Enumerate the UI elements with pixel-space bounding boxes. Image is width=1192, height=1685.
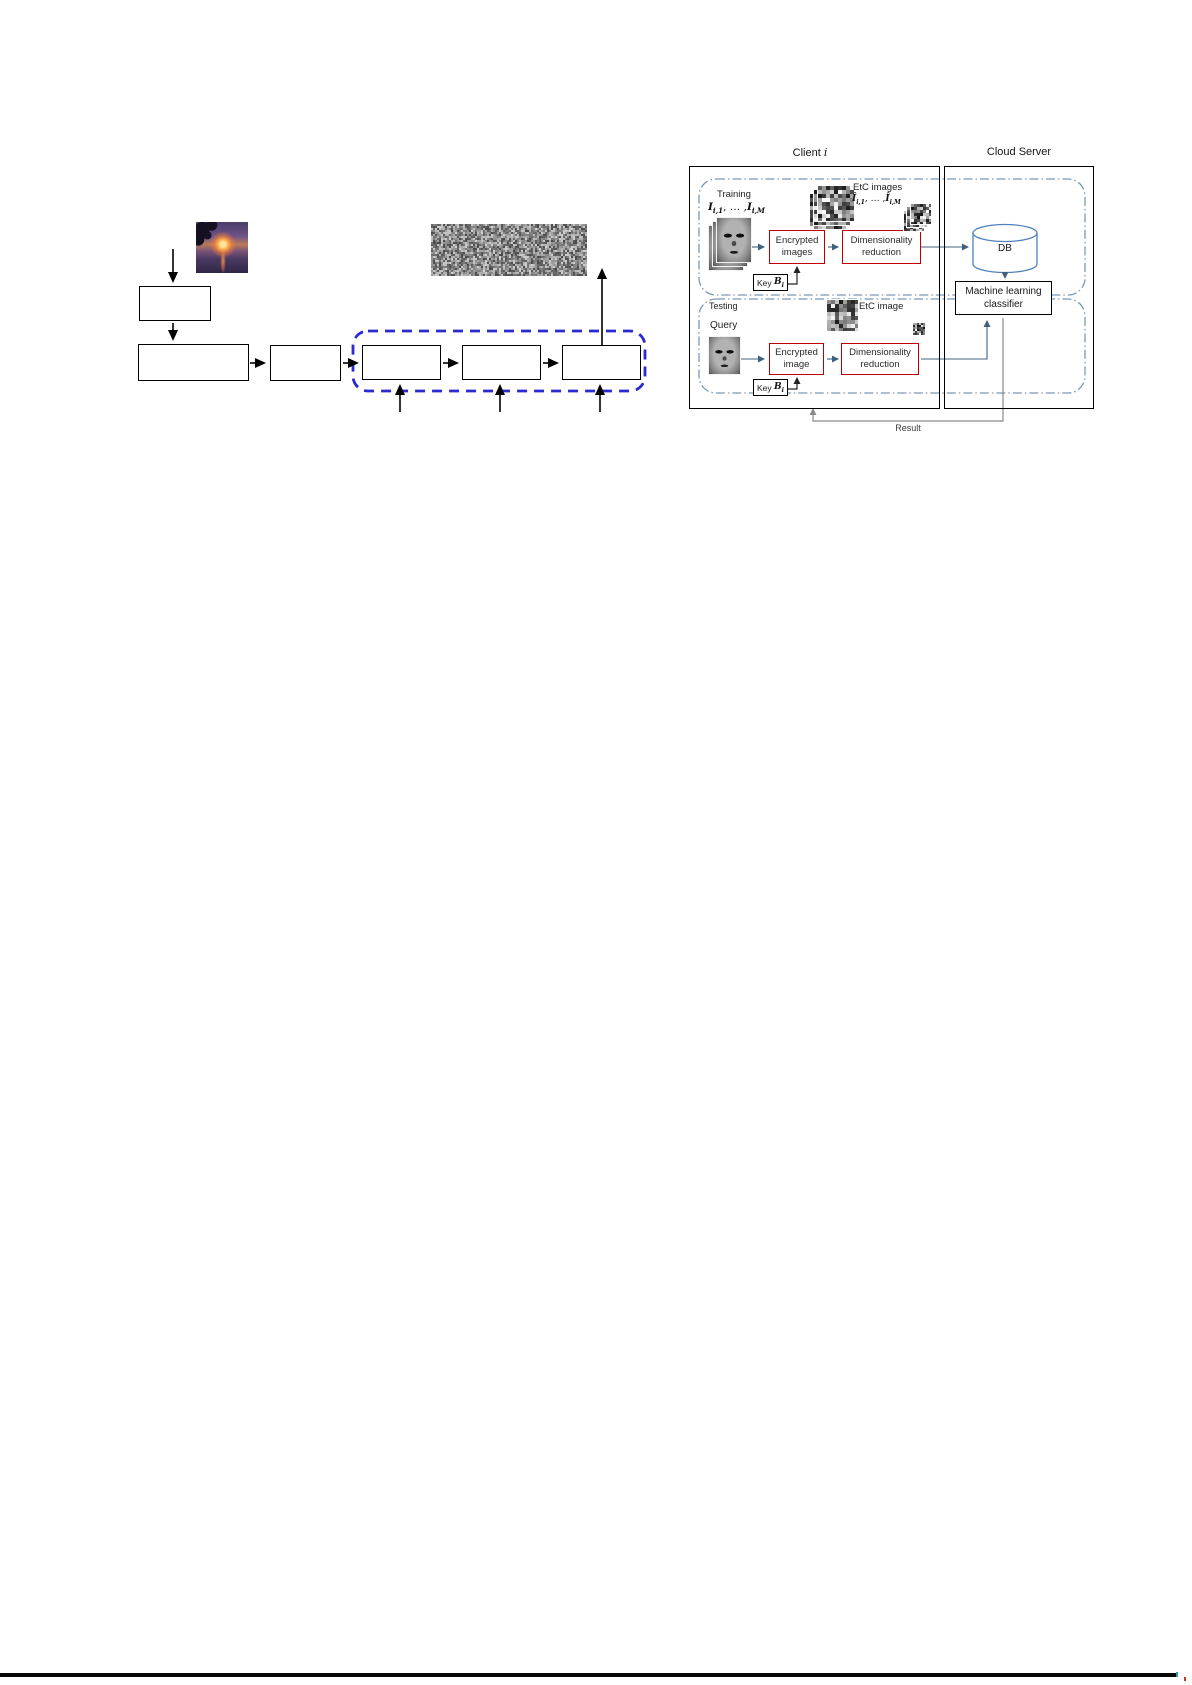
etc-images-small-stack: [903, 203, 931, 231]
flow-box-3: [270, 345, 341, 381]
encrypted-images-box: Encrypted images: [769, 230, 825, 264]
machine-learning-classifier-box: Machine learning classifier: [955, 281, 1052, 315]
paper-page: Client i Cloud Server Training Ii,1, … ,…: [0, 0, 1192, 1685]
etc-image-small: [912, 322, 926, 336]
training-label: Training: [717, 189, 751, 200]
training-face-stack: [708, 217, 753, 272]
window-bottom-edge: [0, 1673, 1177, 1677]
flow-box-6: [562, 345, 641, 380]
dimensionality-reduction-box-training: Dimensionality reduction: [842, 230, 921, 264]
query-face-photo: [708, 336, 741, 375]
key-box-training: Key Bi: [753, 274, 788, 291]
etc-encrypted-image: [910, 203, 932, 225]
face-photo: [716, 217, 752, 263]
db-label: DB: [985, 243, 1025, 254]
etc-images-math: Îi,1, … ,Îi,M: [852, 194, 901, 206]
etc-encrypted-image: [817, 185, 855, 222]
flow-box-1: [139, 286, 211, 321]
etc-image-label: EtC image: [859, 301, 903, 312]
edge-tick-red: [1184, 1677, 1186, 1681]
etc-images-label: EtC images: [853, 182, 902, 193]
encrypted-image-box: Encrypted image: [769, 343, 824, 375]
flow-box-2: [138, 344, 249, 381]
client-title: Client i: [770, 146, 850, 159]
encrypted-noise-image: [431, 224, 587, 276]
query-label: Query: [710, 320, 737, 331]
key-box-testing: Key Bi: [753, 379, 788, 396]
sunset-photo: [196, 222, 248, 273]
dimensionality-reduction-box-testing: Dimensionality reduction: [841, 343, 919, 375]
etc-images-stack: [809, 185, 854, 229]
training-images-math: Ii,1, … ,Ii,M: [708, 201, 765, 215]
edge-tick-teal: [1176, 1672, 1178, 1677]
etc-image-testing: [826, 299, 859, 332]
testing-label: Testing: [709, 301, 738, 311]
flow-box-4: [362, 345, 441, 380]
flow-box-5: [462, 345, 541, 380]
client-index-var: i: [824, 146, 828, 159]
result-label: Result: [878, 423, 938, 433]
cloud-title: Cloud Server: [979, 146, 1059, 158]
